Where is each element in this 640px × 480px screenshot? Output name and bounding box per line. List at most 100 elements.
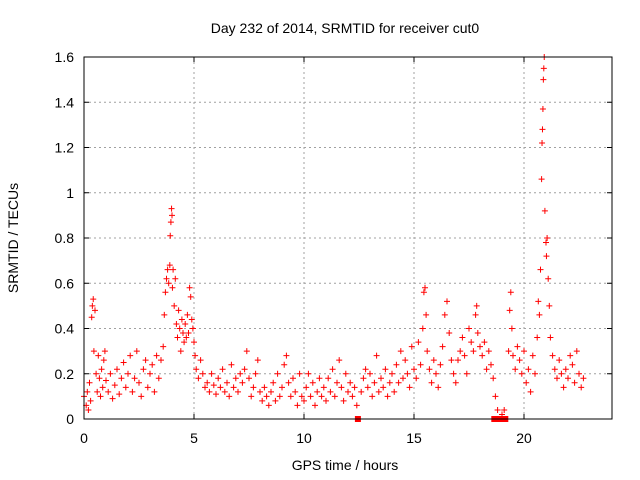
data-point [294, 402, 301, 409]
data-point [551, 366, 558, 373]
data-point [446, 330, 453, 337]
data-point [439, 343, 446, 350]
data-point [435, 384, 442, 391]
data-point [420, 289, 427, 296]
data-point [492, 393, 499, 400]
data-point [97, 393, 104, 400]
data-point [140, 366, 147, 373]
data-point [571, 379, 578, 386]
data-point [232, 375, 239, 382]
data-point [183, 334, 190, 341]
data-point [358, 388, 365, 395]
data-point [508, 325, 515, 332]
data-point [562, 366, 569, 373]
data-point [316, 375, 323, 382]
data-point [230, 384, 237, 391]
data-point [457, 348, 464, 355]
data-point [386, 379, 393, 386]
data-point [169, 212, 175, 219]
data-point [535, 298, 542, 305]
data-point [527, 388, 534, 395]
data-point [532, 370, 538, 377]
y-tick-label: 1.4 [55, 94, 75, 110]
data-point [537, 266, 544, 273]
data-point [327, 388, 334, 395]
data-point [541, 207, 548, 214]
data-point [441, 311, 448, 318]
data-point [285, 379, 292, 386]
data-point [417, 361, 424, 368]
data-point [164, 266, 171, 273]
data-point [510, 352, 516, 359]
data-point [175, 307, 182, 314]
x-tick-label: 10 [296, 430, 312, 446]
data-point [483, 366, 490, 373]
data-point [345, 388, 351, 395]
data-point [448, 357, 455, 364]
data-point [329, 366, 336, 373]
data-point [172, 275, 179, 282]
data-point [261, 384, 268, 391]
data-point [323, 397, 329, 404]
axis-ticks: 0 0.2 0.4 0.6 0.8 1 1.2 1.4 1.6 0 5 10 15 20 [55, 49, 612, 446]
data-point [169, 284, 176, 291]
data-point [226, 393, 233, 400]
data-point [259, 397, 266, 404]
data-point [274, 370, 281, 377]
data-point [472, 311, 479, 318]
data-point [408, 343, 415, 350]
data-point [558, 370, 565, 377]
data-point [544, 235, 551, 241]
x-axis-label: GPS time / hours [292, 457, 399, 473]
data-point [170, 266, 177, 273]
data-point [182, 320, 189, 327]
x-tick-label: 20 [516, 430, 532, 446]
data-point [514, 343, 521, 350]
data-point [268, 388, 274, 395]
data-point [342, 370, 349, 377]
data-point [395, 379, 402, 386]
data-point [369, 393, 376, 400]
data-point [103, 377, 109, 384]
data-point [422, 284, 428, 291]
data-point [149, 361, 156, 368]
data-point [292, 388, 299, 395]
data-point [540, 65, 547, 72]
data-point [411, 366, 417, 373]
data-point [560, 384, 567, 391]
data-point [181, 339, 188, 346]
data-point [534, 334, 541, 341]
data-point [384, 393, 391, 400]
data-point [512, 366, 519, 373]
data-point [397, 348, 404, 355]
data-point [565, 375, 571, 382]
data-point [163, 275, 170, 282]
data-point [494, 406, 501, 413]
data-point [320, 384, 327, 391]
data-point [298, 393, 305, 400]
data-point [109, 395, 116, 402]
data-point [433, 370, 439, 377]
data-point [142, 357, 149, 364]
data-point [336, 357, 343, 364]
data-point [463, 370, 470, 377]
data-point [543, 239, 549, 246]
data-point [567, 352, 574, 359]
data-point [178, 316, 185, 323]
data-point [101, 348, 108, 355]
data-point [283, 352, 290, 359]
data-point [373, 352, 380, 359]
data-point [120, 359, 127, 366]
data-point [521, 348, 527, 355]
data-point [364, 384, 371, 391]
y-tick-label: 0.8 [55, 230, 75, 246]
data-point [246, 375, 252, 382]
data-point [450, 370, 457, 377]
data-point [501, 406, 508, 413]
y-tick-label: 1.2 [55, 140, 75, 156]
data-point [334, 379, 340, 386]
data-point [125, 370, 131, 377]
data-point [477, 343, 483, 350]
data-point [485, 348, 492, 355]
data-point [85, 406, 92, 413]
